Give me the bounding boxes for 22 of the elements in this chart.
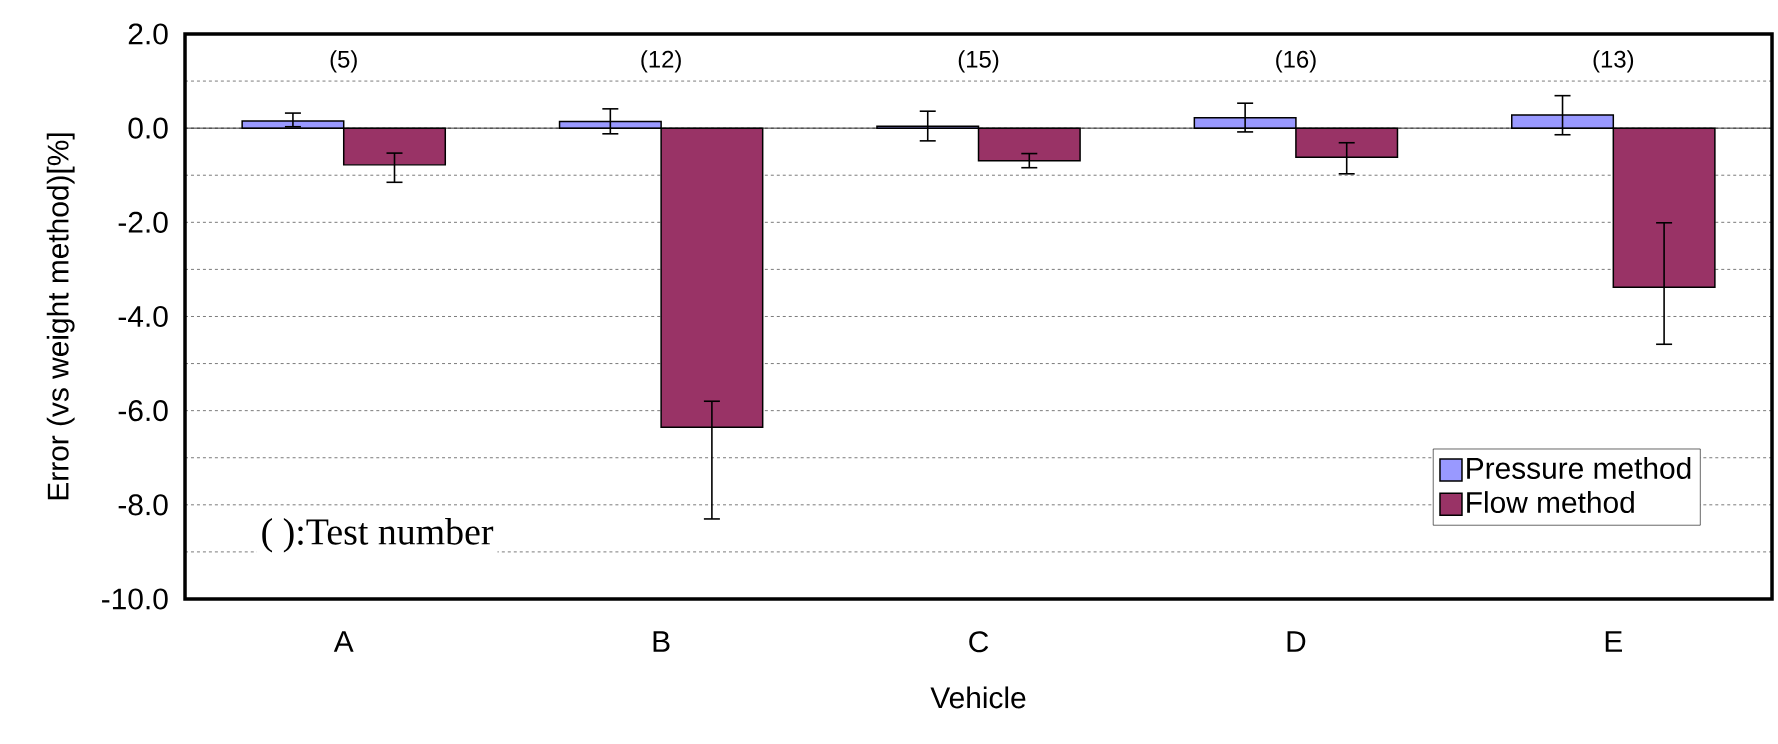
y-axis-title: Error (vs weight method)[%] <box>46 133 75 500</box>
x-tick-label: E <box>1605 631 1622 652</box>
x-tick-label: D <box>1287 631 1306 652</box>
y-tick-label: -2.0 <box>118 211 168 233</box>
annotation: (15) <box>958 50 999 73</box>
y-tick-label: 0.0 <box>128 117 168 139</box>
legend-label: Pressure method <box>1467 456 1691 479</box>
annotation: (16) <box>1276 50 1316 73</box>
annotation: (5) <box>330 50 357 73</box>
annotation: (13) <box>1593 50 1634 73</box>
x-axis-title: Vehicle <box>930 686 1026 709</box>
y-tick-label: -4.0 <box>118 305 168 328</box>
x-tick-label: A <box>333 631 354 652</box>
x-tick-label: B <box>653 631 670 652</box>
y-tick-label: 2.0 <box>128 23 168 45</box>
legend-label: Flow method <box>1467 491 1634 514</box>
annotation: (12) <box>641 50 681 73</box>
x-tick-label: C <box>969 631 989 653</box>
y-tick-label: -6.0 <box>118 400 168 422</box>
y-tick-label: -10.0 <box>102 588 168 610</box>
annotation: ( ):Test number <box>262 518 494 553</box>
y-tick-label: -8.0 <box>118 494 168 516</box>
